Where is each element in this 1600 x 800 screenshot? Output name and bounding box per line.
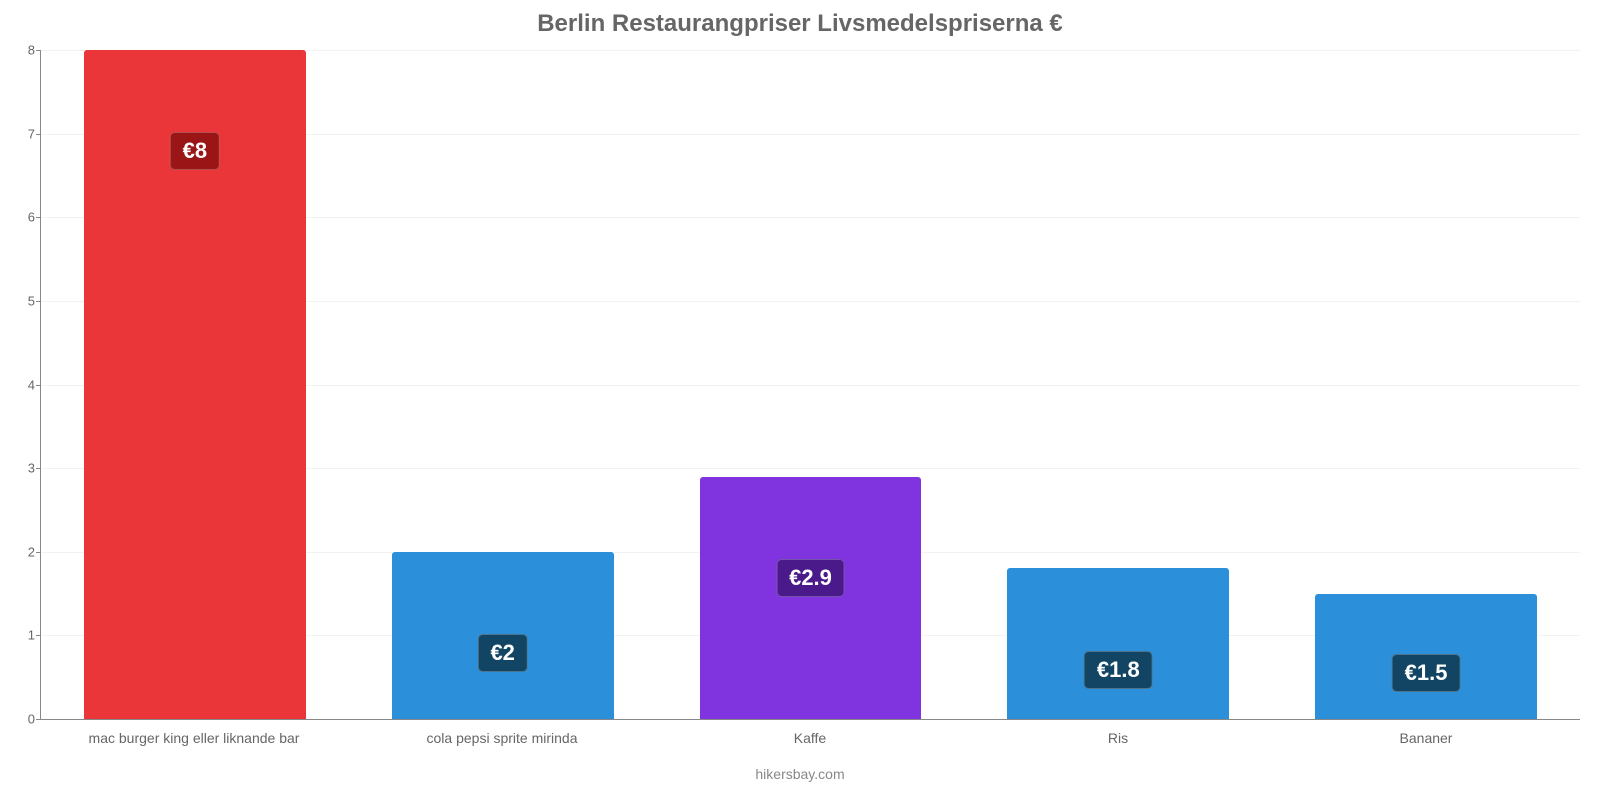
y-tick-label: 2: [11, 544, 35, 559]
y-tick-mark: [36, 385, 41, 386]
x-axis-label: Ris: [1108, 730, 1128, 746]
y-tick-label: 8: [11, 43, 35, 58]
y-tick-label: 1: [11, 628, 35, 643]
y-tick-mark: [36, 50, 41, 51]
y-tick-label: 5: [11, 293, 35, 308]
x-axis-label: cola pepsi sprite mirinda: [427, 730, 578, 746]
chart-title: Berlin Restaurangpriser Livsmedelspriser…: [0, 0, 1600, 38]
x-axis-label: mac burger king eller liknande bar: [89, 730, 300, 746]
bar-value-label: €8: [170, 132, 220, 170]
y-tick-label: 4: [11, 377, 35, 392]
y-tick-mark: [36, 301, 41, 302]
y-tick-mark: [36, 719, 41, 720]
y-tick-label: 7: [11, 126, 35, 141]
bar-value-label: €2.9: [776, 559, 845, 597]
plot-area: €8€2€2.9€1.8€1.5 012345678: [40, 50, 1580, 720]
chart-footer-source: hikersbay.com: [0, 766, 1600, 782]
y-tick-mark: [36, 468, 41, 469]
bars-group: €8 €2 €2.9 €1.8 €1.5: [41, 50, 1580, 719]
bar-value-label: €1.5: [1392, 654, 1461, 692]
x-axis-label: Bananer: [1400, 730, 1453, 746]
y-tick-mark: [36, 217, 41, 218]
x-axis-labels: mac burger king eller liknande bar cola p…: [40, 730, 1580, 750]
x-axis-label: Kaffe: [794, 730, 826, 746]
y-tick-mark: [36, 552, 41, 553]
bar: [700, 477, 922, 720]
y-tick-mark: [36, 134, 41, 135]
y-tick-label: 3: [11, 461, 35, 476]
bar: [1007, 568, 1229, 719]
bar-value-label: €2: [477, 634, 527, 672]
y-tick-label: 6: [11, 210, 35, 225]
y-tick-label: 0: [11, 712, 35, 727]
chart-container: Berlin Restaurangpriser Livsmedelspriser…: [0, 0, 1600, 800]
y-tick-mark: [36, 635, 41, 636]
bar-value-label: €1.8: [1084, 651, 1153, 689]
